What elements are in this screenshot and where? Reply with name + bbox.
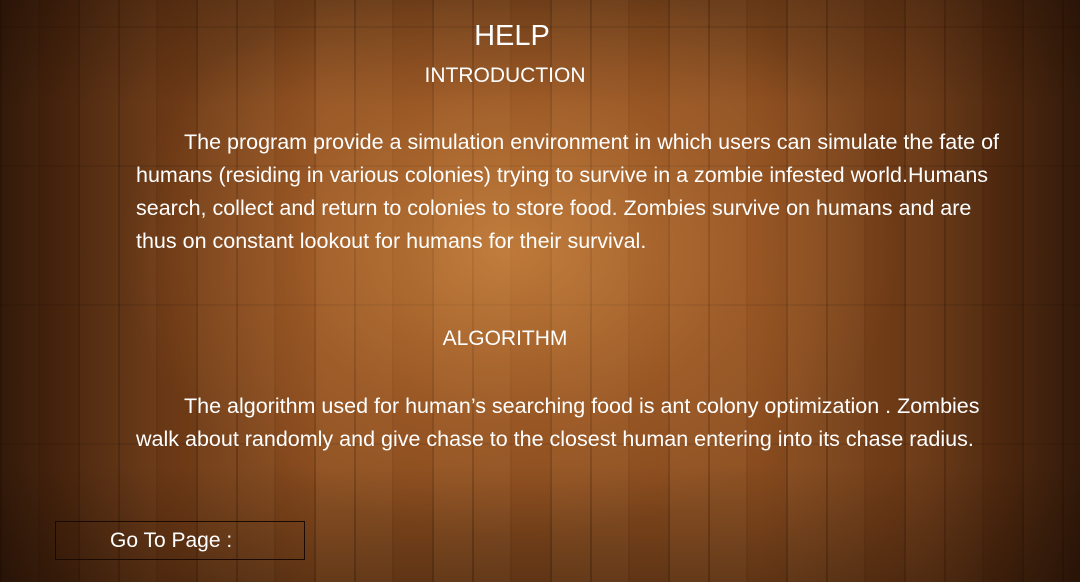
page-title: HELP <box>474 20 550 52</box>
algorithm-heading: ALGORITHM <box>442 327 568 350</box>
algorithm-text: The algorithm used for human’s searching… <box>136 394 980 451</box>
introduction-heading: INTRODUCTION <box>424 64 586 87</box>
go-to-page-button[interactable]: Go To Page : <box>55 521 305 560</box>
introduction-text: The program provide a simulation environ… <box>136 130 1000 253</box>
